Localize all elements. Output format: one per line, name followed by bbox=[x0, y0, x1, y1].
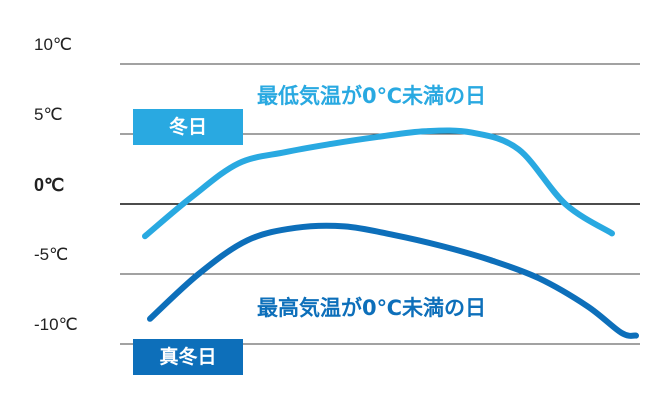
annotation-mafuyubi: 最高気温が0℃未満の日 bbox=[257, 296, 487, 320]
series-label-fuyubi: 冬日 bbox=[133, 109, 243, 145]
series-line-mafuyubi bbox=[147, 222, 639, 339]
annotation-fuyubi: 最低気温が0℃未満の日 bbox=[257, 84, 487, 108]
series-line-fuyubi bbox=[142, 127, 615, 240]
series-lines bbox=[142, 127, 639, 339]
series-label-mafuyubi: 真冬日 bbox=[133, 339, 243, 375]
ytick-label: 5℃ bbox=[34, 105, 63, 124]
ytick-label: 10℃ bbox=[34, 35, 73, 54]
ytick-label: 0℃ bbox=[34, 175, 65, 195]
ytick-label: -5℃ bbox=[34, 245, 69, 264]
ytick-label: -10℃ bbox=[34, 315, 78, 334]
